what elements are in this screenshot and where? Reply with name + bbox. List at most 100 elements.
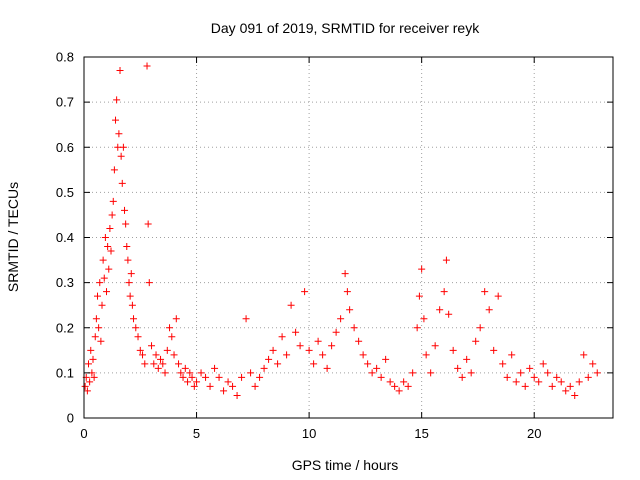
y-tick-label: 0.6 [56,140,74,155]
data-point [427,369,435,377]
data-point [332,328,340,336]
data-point [95,324,103,332]
data-point [593,369,601,377]
data-point [413,324,421,332]
data-point [415,292,423,300]
data-point [197,369,205,377]
data-point [382,355,390,363]
data-point [575,378,583,386]
data-point [224,378,232,386]
data-point [442,256,450,264]
data-point [130,315,138,323]
data-point [206,382,214,390]
data-point [81,382,89,390]
data-point [476,324,484,332]
data-point [247,369,255,377]
data-point [109,197,117,205]
data-point [233,391,241,399]
data-point [92,315,100,323]
data-point [323,364,331,372]
data-point [350,324,358,332]
data-point [101,234,109,241]
data-point [100,274,108,282]
data-point [296,342,304,350]
data-point [251,382,259,390]
data-point [319,351,327,359]
x-tick-label: 5 [193,426,200,441]
x-tick-label: 20 [527,426,541,441]
data-point [159,360,167,368]
data-point [287,301,295,309]
data-point [127,270,135,278]
data-point [123,243,131,251]
data-point [104,243,112,251]
data-point [490,346,498,354]
y-tick-label: 0 [67,411,74,426]
data-point [115,130,123,138]
data-point [343,288,351,296]
data-point [125,279,133,287]
data-point [220,387,228,395]
data-point [278,333,286,341]
data-point [467,369,475,377]
data-point [144,220,152,228]
data-point [346,306,354,314]
data-point [211,364,219,372]
data-point [98,301,106,309]
data-point [126,292,134,300]
y-tick-label: 0.5 [56,185,74,200]
data-point [589,360,597,368]
y-tick-label: 0.7 [56,95,74,110]
data-point [422,351,430,359]
data-point [260,364,268,372]
data-point [188,373,196,381]
data-point [122,220,130,228]
data-point [154,364,162,372]
data-point [548,382,556,390]
data-point [134,333,142,341]
data-point [202,373,210,381]
data-point [535,378,543,386]
y-tick-label: 0.4 [56,230,74,245]
data-point [193,378,201,386]
data-point [458,373,466,381]
data-point [364,360,372,368]
data-point [186,369,194,377]
data-point [562,387,570,395]
data-point [87,346,95,354]
data-point [526,364,534,372]
data-point [139,351,147,359]
data-point [580,351,588,359]
data-point [431,342,439,350]
x-tick-label: 10 [302,426,316,441]
x-axis-title: GPS time / hours [292,457,399,473]
data-point [242,315,250,323]
data-point [179,373,187,381]
data-point [440,288,448,296]
data-point [395,387,403,395]
data-point [96,279,104,287]
data-point [400,378,408,386]
data-point [99,256,107,264]
data-point [166,324,174,332]
data-point [418,265,426,273]
data-point [269,346,277,354]
data-point [508,351,516,359]
data-point [157,355,165,363]
data-point [445,310,453,318]
x-tick-label: 15 [414,426,428,441]
data-point [337,315,345,323]
data-point [521,382,529,390]
data-point [314,337,322,345]
data-point [420,315,428,323]
data-point [391,382,399,390]
data-point [150,360,158,368]
data-point [341,270,349,278]
data-point [170,351,178,359]
data-point [512,378,520,386]
data-point [377,373,385,381]
data-point [161,369,169,377]
data-point [238,373,246,381]
data-point [118,179,126,187]
